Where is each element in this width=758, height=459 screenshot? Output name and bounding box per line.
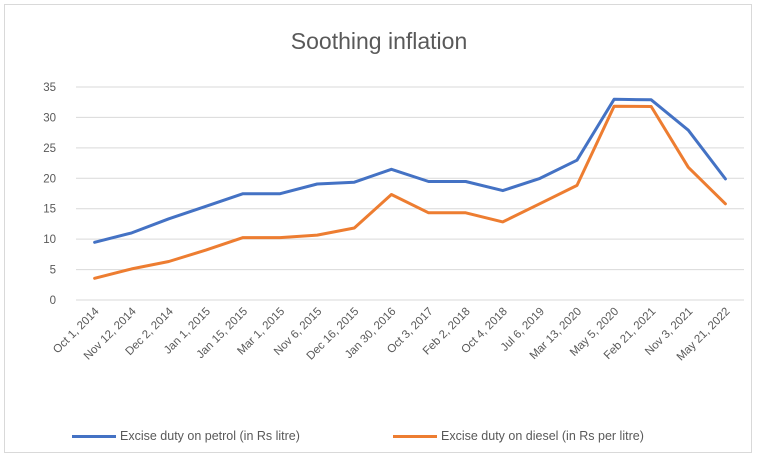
y-tick-label: 15 (43, 204, 56, 216)
legend-entry-petrol: Excise duty on petrol (in Rs litre) (72, 426, 300, 446)
legend-label-petrol: Excise duty on petrol (in Rs litre) (120, 429, 300, 443)
y-tick-label: 5 (50, 265, 56, 277)
series-lines (93, 97, 727, 280)
y-axis-ticks: 0 5 10 15 20 25 30 35 (43, 82, 56, 307)
chart-frame (4, 4, 752, 453)
y-tick-label: 30 (43, 112, 56, 124)
y-tick-label: 0 (50, 295, 56, 307)
y-tick-label: 35 (43, 82, 56, 94)
y-tick-label: 20 (43, 173, 56, 185)
legend-entry-diesel: Excise duty on diesel (in Rs per litre) (393, 426, 644, 446)
series-line-petrol (93, 97, 727, 244)
legend-label-diesel: Excise duty on diesel (in Rs per litre) (441, 429, 644, 443)
chart-title: Soothing inflation (290, 28, 468, 54)
series-line-diesel (93, 104, 727, 280)
legend: Excise duty on petrol (in Rs litre) Exci… (0, 426, 758, 446)
legend-swatch-petrol (72, 434, 116, 438)
y-tick-label: 10 (43, 234, 56, 246)
legend-swatch-diesel (393, 434, 437, 438)
y-tick-label: 25 (43, 143, 56, 155)
gridlines (76, 86, 744, 301)
